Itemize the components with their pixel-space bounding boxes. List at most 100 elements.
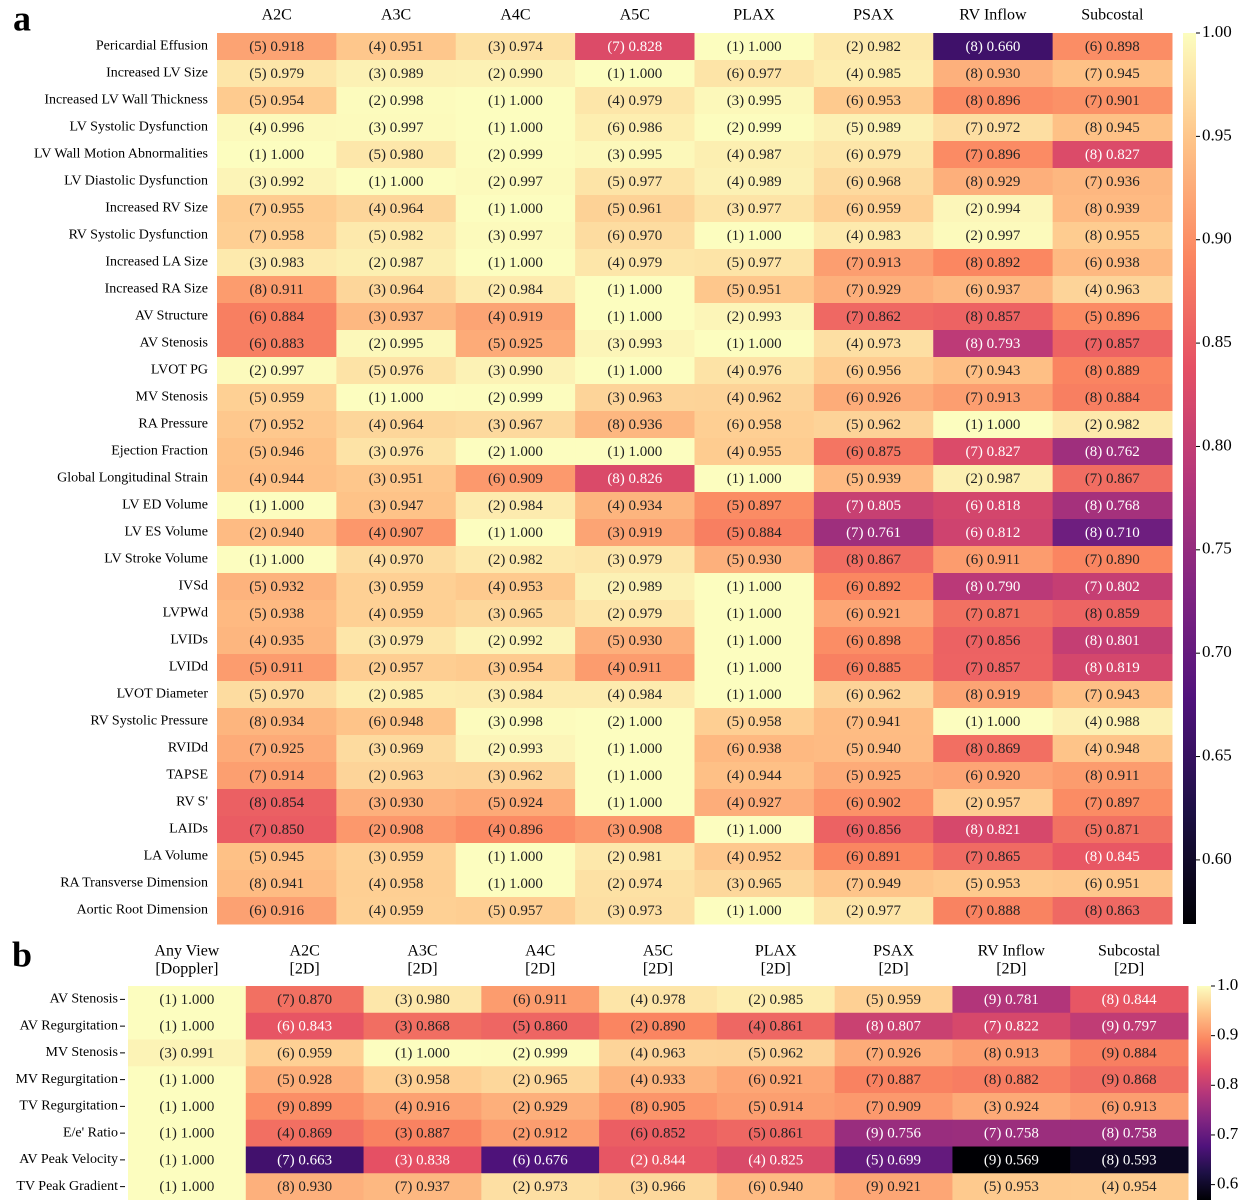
cell-label: (5) 0.962 xyxy=(846,417,901,433)
row-label: Pericardial Effusion xyxy=(96,39,208,54)
cell-label: (6) 0.938 xyxy=(727,741,782,757)
column-label: A4C xyxy=(525,943,555,960)
heatmap-cell xyxy=(1052,897,1173,925)
heatmap-cell xyxy=(599,1039,718,1067)
heatmap-cell xyxy=(694,762,815,790)
heatmap-cell xyxy=(933,735,1054,763)
cell-label: (8) 0.896 xyxy=(965,93,1020,109)
cell-label: (3) 0.992 xyxy=(249,174,304,190)
heatmap-cell xyxy=(933,384,1054,412)
cell-label: (7) 0.941 xyxy=(846,714,901,730)
cell-label: (1) 1.000 xyxy=(727,903,782,919)
cell-label: (9) 0.884 xyxy=(1102,1045,1157,1061)
cell-label: (7) 0.822 xyxy=(984,1019,1039,1035)
heatmap-cell xyxy=(933,114,1054,142)
row-label: LVOT Diameter xyxy=(117,687,209,702)
heatmap-cell xyxy=(575,816,695,844)
cell-label: (5) 0.957 xyxy=(488,903,543,919)
heatmap-cell xyxy=(1070,1012,1189,1040)
heatmap-cell xyxy=(1052,60,1173,88)
cell-label: (3) 0.991 xyxy=(159,1045,214,1061)
cell-label: (6) 0.977 xyxy=(727,66,782,82)
column-label: A2C xyxy=(262,7,292,24)
column-label: [2D] xyxy=(643,961,673,978)
heatmap-cell xyxy=(1052,816,1173,844)
heatmap-cell xyxy=(933,276,1054,304)
cell-label: (3) 0.977 xyxy=(727,201,782,217)
cell-label: (3) 0.954 xyxy=(488,660,543,676)
cell-label: (7) 0.913 xyxy=(846,255,901,271)
heatmap-cell xyxy=(128,1093,247,1121)
heatmap-cell xyxy=(575,168,695,196)
cell-label: (4) 0.979 xyxy=(607,93,662,109)
row-label: TAPSE xyxy=(166,768,208,783)
row-label: LV ED Volume xyxy=(122,498,208,513)
heatmap-cell xyxy=(1052,411,1173,439)
colorbar-tick-label: 0.6 xyxy=(1217,1174,1238,1193)
heatmap-cell xyxy=(575,573,695,601)
cell-label: (2) 0.987 xyxy=(369,255,424,271)
heatmap-cell xyxy=(336,222,457,250)
heatmap-cell xyxy=(455,654,576,682)
cell-label: (8) 0.819 xyxy=(1085,660,1140,676)
cell-label: (2) 0.994 xyxy=(965,201,1020,217)
heatmap-cell xyxy=(481,1039,600,1067)
cell-label: (9) 0.569 xyxy=(984,1152,1039,1168)
heatmap-cell xyxy=(933,519,1054,547)
heatmap-cell xyxy=(217,546,337,574)
cell-label: (8) 0.941 xyxy=(249,876,304,892)
cell-label: (7) 0.926 xyxy=(866,1045,921,1061)
cell-label: (8) 0.929 xyxy=(965,174,1020,190)
cell-label: (3) 0.937 xyxy=(369,309,424,325)
heatmap-cell xyxy=(455,303,576,331)
cell-label: (5) 0.979 xyxy=(249,66,304,82)
cell-label: (8) 0.807 xyxy=(866,1019,921,1035)
colorbar-tick-label: 0.90 xyxy=(1202,229,1232,248)
cell-label: (1) 1.000 xyxy=(159,1072,214,1088)
cell-label: (3) 0.980 xyxy=(395,992,450,1008)
cell-label: (7) 0.828 xyxy=(607,39,662,55)
cell-label: (2) 0.977 xyxy=(846,903,901,919)
cell-label: (2) 0.997 xyxy=(249,363,304,379)
column-label: PSAX xyxy=(853,7,894,24)
heatmap-cell xyxy=(363,1119,482,1147)
cell-label: (7) 0.949 xyxy=(846,876,901,892)
heatmap-cell xyxy=(128,1039,247,1067)
column-label: A3C xyxy=(381,7,411,24)
heatmap-cell xyxy=(694,141,815,169)
heatmap-cell xyxy=(455,168,576,196)
heatmap-cell xyxy=(694,195,815,223)
heatmap-cell xyxy=(336,60,457,88)
cell-label: (7) 0.857 xyxy=(965,660,1020,676)
heatmap-cell xyxy=(813,87,934,115)
cell-label: (4) 0.959 xyxy=(369,903,424,919)
cell-label: (3) 0.965 xyxy=(488,606,543,622)
cell-label: (6) 0.902 xyxy=(846,795,901,811)
cell-label: (1) 1.000 xyxy=(159,1099,214,1115)
cell-label: (8) 0.845 xyxy=(1085,849,1140,865)
cell-label: (5) 0.918 xyxy=(249,39,304,55)
heatmap-cell xyxy=(716,1012,836,1040)
cell-label: (6) 0.970 xyxy=(607,228,662,244)
cell-label: (1) 1.000 xyxy=(727,660,782,676)
heatmap-cell xyxy=(599,1012,718,1040)
heatmap-cell xyxy=(694,492,815,520)
heatmap-cell xyxy=(455,411,576,439)
cell-label: (3) 0.930 xyxy=(369,795,424,811)
cell-label: (1) 1.000 xyxy=(488,255,543,271)
heatmap-cell xyxy=(575,114,695,142)
cell-label: (3) 0.997 xyxy=(488,228,543,244)
heatmap-cell xyxy=(1052,870,1173,898)
heatmap-cell xyxy=(1052,276,1173,304)
heatmap-cell xyxy=(933,357,1054,385)
heatmap-cell xyxy=(1052,33,1173,61)
heatmap-cell xyxy=(813,735,934,763)
heatmap-cell xyxy=(336,33,457,61)
cell-label: (3) 0.983 xyxy=(249,255,304,271)
heatmap-cell xyxy=(933,762,1054,790)
heatmap-cell xyxy=(336,735,457,763)
cell-label: (5) 0.939 xyxy=(846,471,901,487)
colorbar-tick-label: 0.9 xyxy=(1217,1025,1238,1044)
heatmap-cell xyxy=(1070,1146,1189,1174)
heatmap-cell xyxy=(834,986,953,1014)
